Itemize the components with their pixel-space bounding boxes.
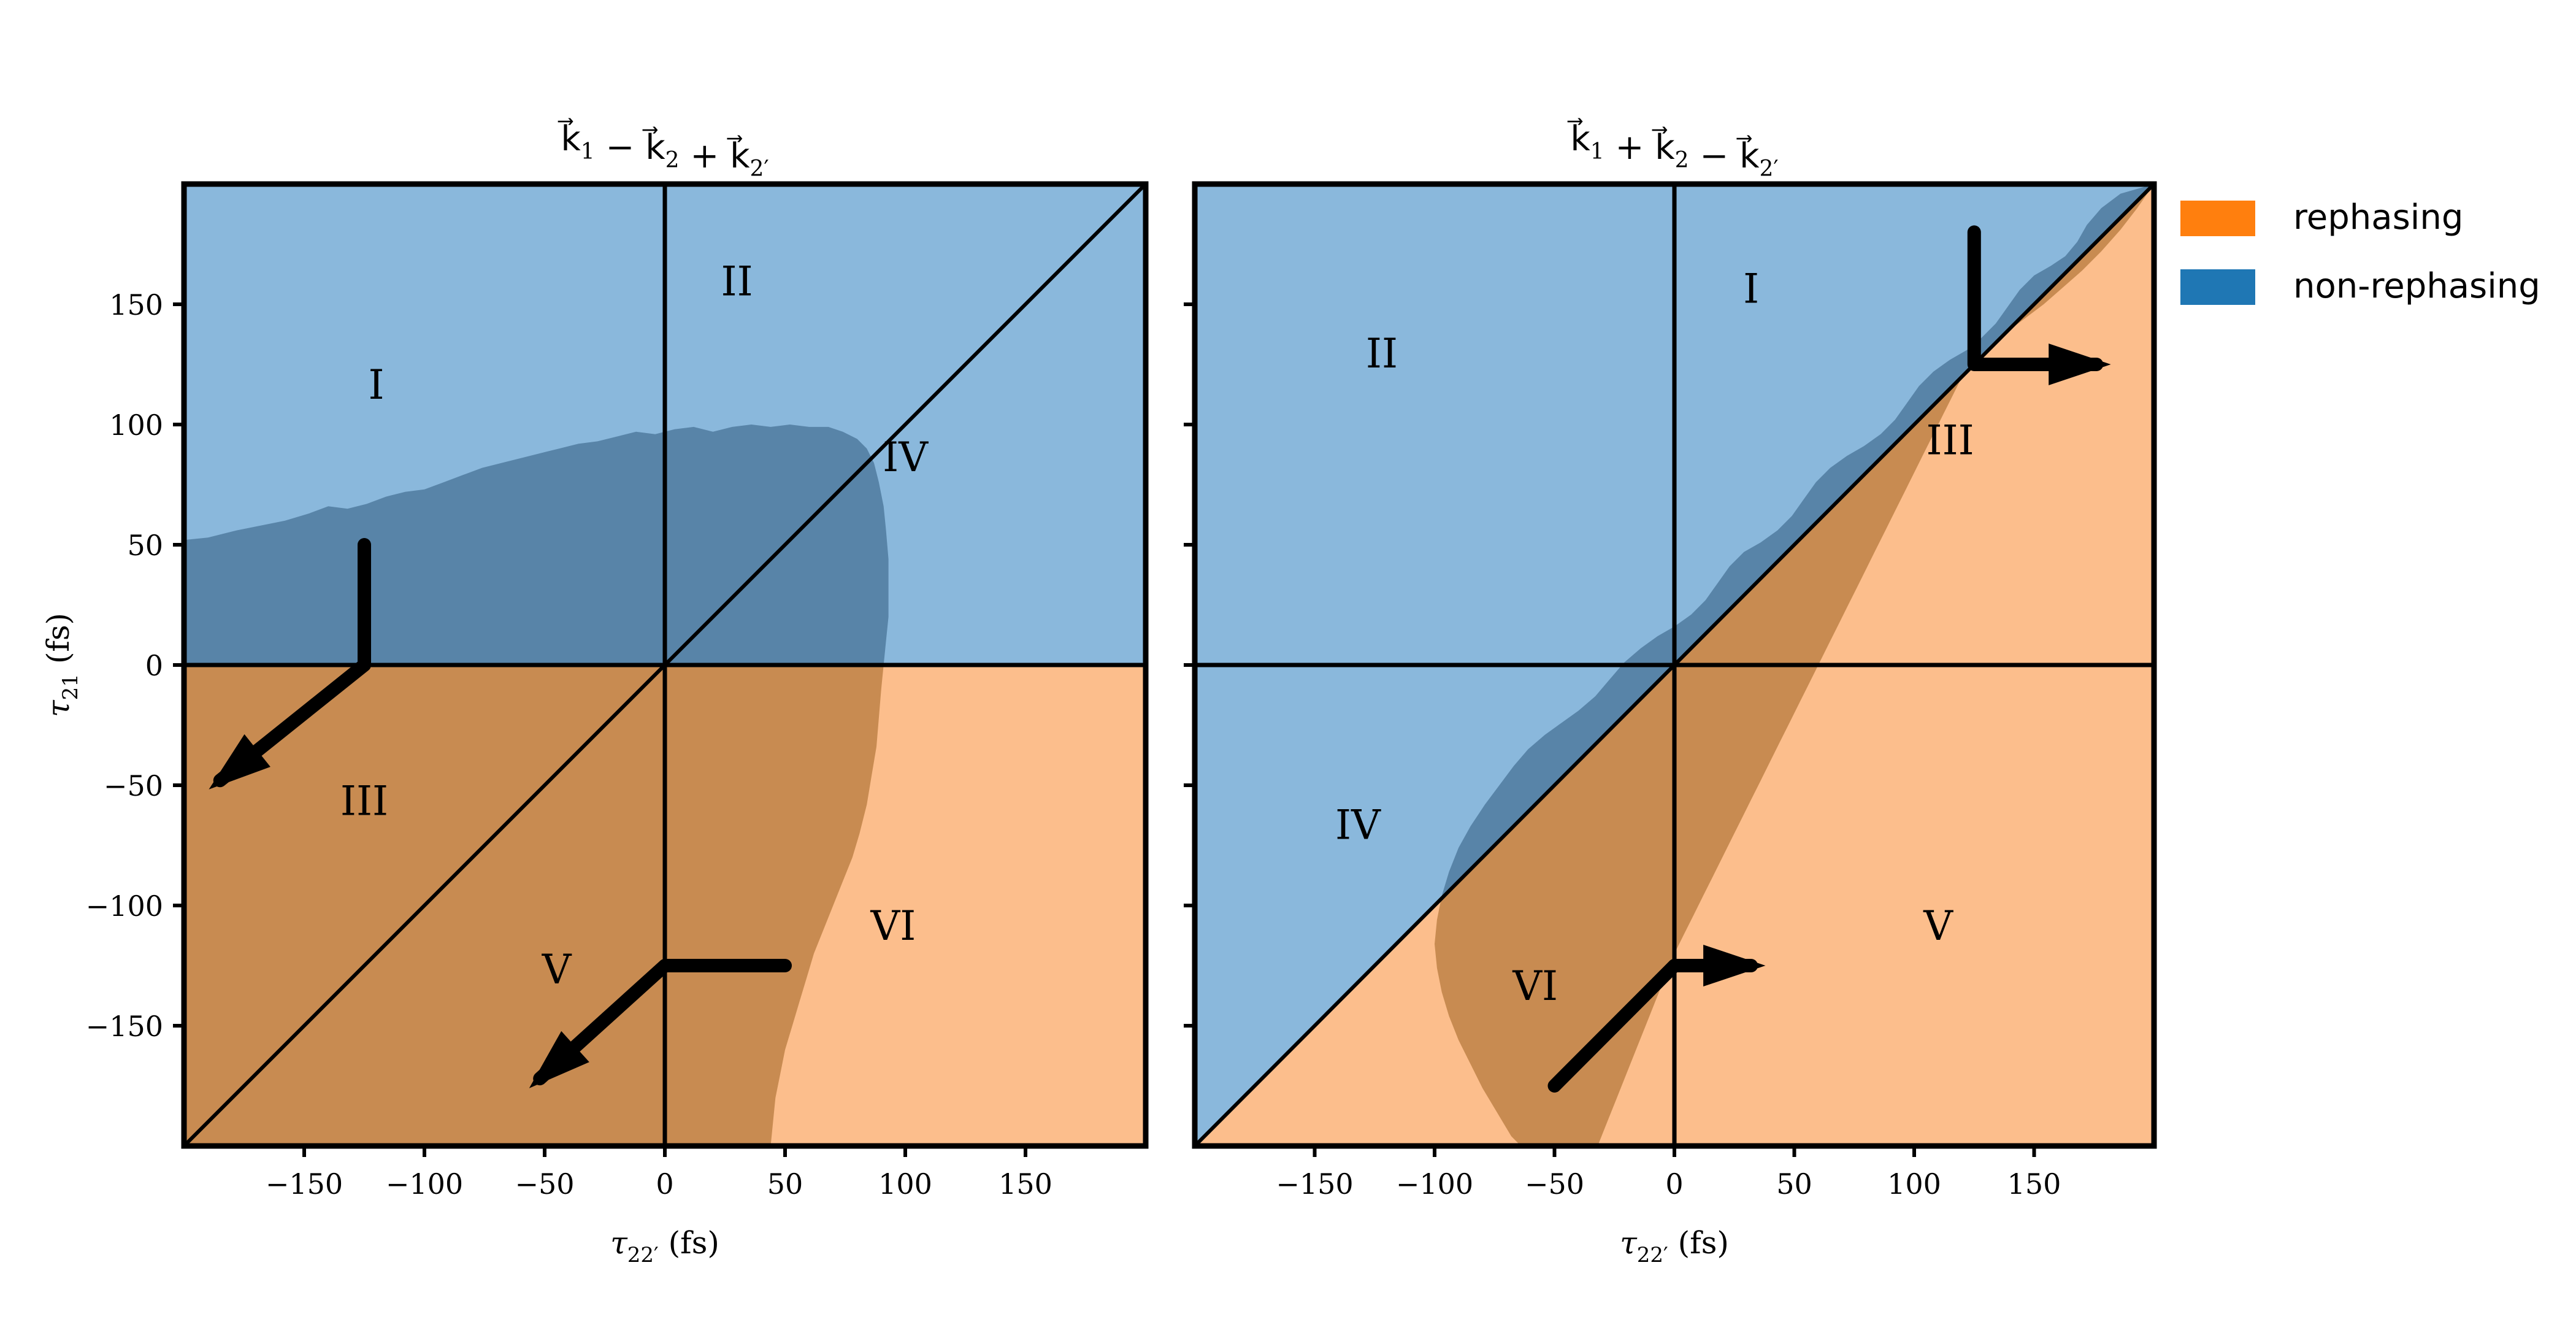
arrow-lower-left-shaft (533, 959, 792, 1086)
non-rephasing-swatch (2180, 269, 2255, 305)
panel-title-subscript: 2 (1675, 148, 1689, 173)
x-tick-label: −100 (1396, 1167, 1473, 1201)
y-tick-label: −50 (104, 769, 163, 802)
region-label-iii: III (1926, 417, 1974, 464)
x-tick-label: −50 (1525, 1167, 1584, 1201)
x-tick-label: 100 (1887, 1167, 1941, 1201)
legend: rephasing non-rephasing (2180, 198, 2540, 306)
x-tick-label: 50 (1776, 1167, 1812, 1201)
y-tick-label: 150 (109, 288, 163, 321)
x-tick-label: 50 (767, 1167, 803, 1201)
rephasing-swatch (2180, 201, 2255, 236)
y-axis-label-symbol: τ (40, 699, 76, 717)
x-tick-label: 150 (2007, 1167, 2061, 1201)
x-tick-label: −50 (515, 1167, 574, 1201)
region-label-iv: IV (1335, 802, 1381, 849)
x-tick-label: −150 (266, 1167, 343, 1201)
region-label-v: V (542, 946, 572, 993)
y-tick-label: −100 (86, 890, 163, 923)
x-tick-label: 0 (656, 1167, 673, 1201)
y-tick-label: 100 (109, 409, 163, 442)
arrow-upper-right-head (2049, 344, 2111, 385)
legend-label-rephasing: rephasing (2293, 198, 2463, 237)
region-label-iv: IV (883, 434, 929, 481)
panel-title-operator: − (1689, 136, 1740, 176)
panel-title-subscript: 2′ (1760, 156, 1779, 182)
region-label-ii: II (1366, 330, 1398, 377)
x-axis-label-unit: (fs) (1668, 1225, 1729, 1261)
x-tick-label: −150 (1276, 1167, 1353, 1201)
panel-title-vector: k⃗ (1652, 126, 1675, 167)
arrow-lower-left-head (529, 1031, 589, 1088)
panel-title-operator: + (1604, 128, 1655, 167)
x-axis-label-symbol: τ (610, 1225, 628, 1261)
region-label-i: I (1743, 265, 1759, 312)
panel-title-subscript: 2′ (750, 156, 769, 182)
arrow-lower-right-head (1703, 945, 1766, 986)
x-axis-label-unit: (fs) (659, 1225, 719, 1261)
x-axis-label-symbol: τ (1620, 1225, 1638, 1261)
region-label-i: I (369, 361, 385, 409)
panel-title-vector: k⃗ (1736, 135, 1760, 176)
x-axis-label-subscript: 22′ (627, 1243, 659, 1267)
y-tick-label: 50 (127, 529, 163, 562)
region-label-vi: VI (1512, 963, 1558, 1010)
region-label-ii: II (721, 258, 753, 306)
arrow-upper-left-head (209, 734, 270, 790)
panel-title-vector: k⃗ (558, 118, 581, 159)
diagonal-line (1195, 184, 2154, 1146)
panel-title-subscript: 2 (665, 148, 680, 173)
arrow-upper-left-shaft (213, 538, 371, 788)
panel-title-vector: k⃗ (727, 135, 750, 176)
panel-title-vector: k⃗ (1567, 118, 1590, 159)
panel-title-operator: − (595, 128, 646, 167)
x-axis-label: τ22′ (fs) (610, 1225, 719, 1267)
x-tick-label: −100 (386, 1167, 463, 1201)
x-axis-label-subscript: 22′ (1637, 1243, 1668, 1267)
panel-title-vector: k⃗ (642, 126, 665, 167)
y-axis-label-subscript: 21 (58, 674, 83, 700)
y-axis-label-unit: (fs) (40, 613, 76, 674)
x-tick-label: 100 (878, 1167, 932, 1201)
y-axis-label: τ21 (fs) (40, 613, 83, 717)
x-tick-label: 0 (1665, 1167, 1683, 1201)
panel-title: k⃗1 − k⃗2 + k⃗2′ (558, 118, 769, 182)
region-label-vi: VI (870, 902, 916, 950)
panel-title-operator: + (680, 136, 730, 176)
panel-title-subscript: 1 (581, 139, 595, 164)
panel-title: k⃗1 + k⃗2 − k⃗2′ (1567, 118, 1779, 182)
x-tick-label: 150 (999, 1167, 1052, 1201)
diagonal-line (184, 184, 1146, 1146)
y-tick-label: −150 (86, 1010, 163, 1043)
x-axis-label: τ22′ (fs) (1620, 1225, 1729, 1267)
panel-title-subscript: 1 (1590, 139, 1604, 164)
legend-label-non-rephasing: non-rephasing (2293, 266, 2540, 306)
region-label-iii: III (340, 777, 388, 825)
region-label-v: V (1923, 902, 1953, 950)
y-tick-label: 0 (145, 649, 163, 682)
